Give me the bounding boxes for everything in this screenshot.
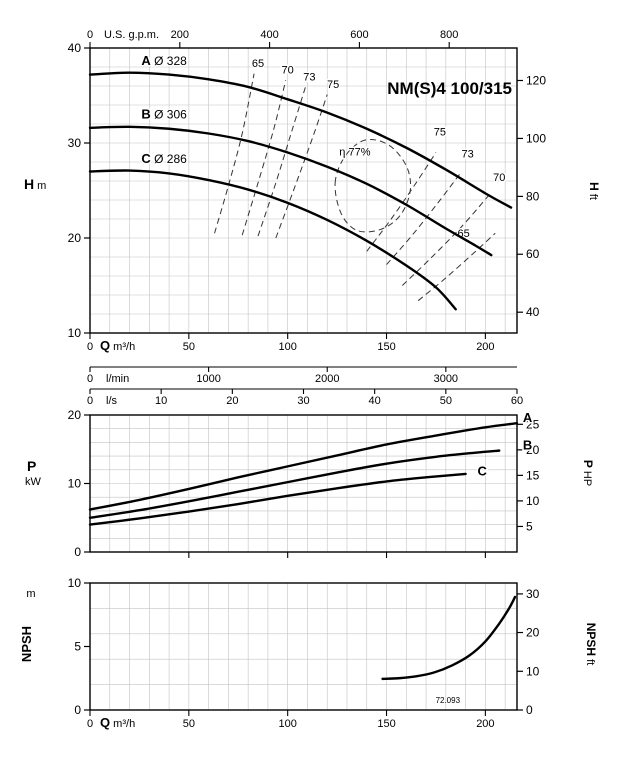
efficiency-label: η 77% [339,146,370,158]
x-tick-label: 30 [297,395,309,407]
y-right-tick-label: 5 [526,519,533,533]
y-left-tick-label: 5 [74,640,81,654]
y-left-axis-unit: m [26,588,35,600]
curve-A [88,71,513,209]
y-right-tick-label: 120 [526,73,546,87]
efficiency-label: 73 [461,148,473,160]
y-right-tick-label: 10 [526,494,540,508]
efficiency-label: 75 [434,126,446,138]
x-tick-label: 150 [377,341,395,353]
x-tick-label: 20 [226,395,238,407]
efficiency-label: 65 [252,58,264,70]
curve-A [88,422,519,511]
efficiency-line [214,73,255,234]
x-tick-label: 600 [350,29,368,41]
y-left-tick-label: 40 [68,41,82,55]
y-left-tick-label: 20 [68,408,82,422]
y-left-tick-label: 10 [68,477,82,491]
curve-C [88,472,467,526]
x-tick-label: 50 [183,341,195,353]
efficiency-line [401,192,492,286]
x-tick-label: 60 [511,395,523,407]
curve-B [88,125,493,257]
curve-label-A: A [523,410,533,425]
efficiency-line [334,138,412,233]
x-tick-label: 3000 [434,373,458,385]
curve-C [88,169,457,311]
y-left-tick-label: 30 [68,136,82,150]
curve-label-A: A Ø 328 [141,53,187,68]
x-tick-label: 40 [369,395,381,407]
y-right-tick-label: 100 [526,131,546,145]
x-tick-label: 0 [87,718,93,730]
y-left-axis-title: H m [24,176,46,192]
y-right-tick-label: 15 [526,468,540,482]
y-right-axis-title: P HP [581,460,595,486]
x-scale-unit: U.S. g.p.m. [104,29,159,41]
x-tick-label: 0 [87,341,93,353]
x-tick-label: 200 [476,718,494,730]
y-right-tick-label: 60 [526,247,540,261]
y-left-tick-label: 10 [68,326,82,340]
y-right-tick-label: 20 [526,626,540,640]
efficiency-label: 70 [493,172,505,184]
y-left-tick-label: 0 [74,703,81,717]
curve-label-B: B Ø 306 [141,106,187,121]
x-tick-label: 2000 [315,373,339,385]
x-scale-unit: Q m³/h [100,715,135,730]
curve-NPSH [381,595,517,681]
y-left-axis-unit: kW [25,476,42,488]
efficiency-label: 73 [303,71,315,83]
x-scale-unit: l/min [106,373,129,385]
pump-model-title: NM(S)4 100/315 [387,79,512,98]
y-right-tick-label: 80 [526,189,540,203]
y-right-tick-label: 25 [526,417,540,431]
x-tick-label: 50 [183,718,195,730]
y-right-axis-title: H ft [587,182,601,200]
x-tick-label: 400 [260,29,278,41]
x-tick-label: 0 [87,395,93,407]
curve-label-B: B [523,437,532,452]
x-tick-label: 0 [87,29,93,41]
x-tick-label: 0 [87,373,93,385]
plot-border [89,582,518,711]
x-tick-label: 100 [279,718,297,730]
y-right-axis-title: NPSH ft [584,623,598,666]
annotation: 72.093 [436,696,461,705]
y-right-tick-label: 20 [526,443,540,457]
efficiency-label: 75 [327,79,339,91]
curve-label-C: C [477,463,487,478]
curve-label-C: C Ø 286 [141,151,187,166]
x-tick-label: 150 [377,718,395,730]
x-tick-label: 200 [171,29,189,41]
efficiency-line [257,86,306,237]
y-left-tick-label: 20 [68,231,82,245]
x-tick-label: 200 [476,341,494,353]
efficiency-label: 70 [282,65,294,77]
x-tick-label: 10 [155,395,167,407]
y-left-tick-label: 10 [68,576,82,590]
x-tick-label: 800 [440,29,458,41]
x-scale-unit: l/s [106,395,118,407]
y-left-axis-title: NPSH [19,626,34,662]
y-right-tick-label: 30 [526,587,540,601]
y-left-axis-title: P [27,458,36,474]
y-right-tick-label: 10 [526,664,540,678]
efficiency-line [386,171,463,265]
x-scale-unit: Q m³/h [100,338,135,353]
y-right-tick-label: 40 [526,305,540,319]
efficiency-line [417,232,496,302]
plot-border [89,47,518,334]
y-left-tick-label: 0 [74,545,81,559]
y-right-tick-label: 0 [526,703,533,717]
x-tick-label: 100 [279,341,297,353]
efficiency-line [241,80,287,236]
x-tick-label: 1000 [196,373,220,385]
curve-B [88,449,501,519]
x-tick-label: 50 [440,395,452,407]
